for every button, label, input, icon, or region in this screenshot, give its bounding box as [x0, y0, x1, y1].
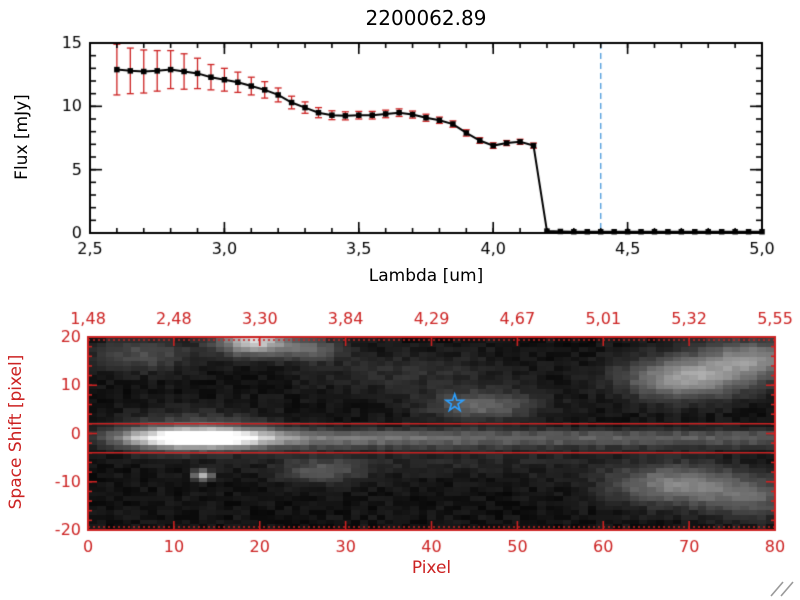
resize-handle-icon[interactable]: [768, 580, 796, 598]
lambda-axis-label: Lambda [um]: [368, 266, 484, 286]
pixel-axis-label: Pixel: [411, 558, 452, 578]
plot-title: 2200062.89: [365, 6, 487, 30]
flux-axis-label: Flux [mJy]: [12, 94, 32, 180]
space-shift-axis-label: Space Shift [pixel]: [6, 354, 26, 510]
